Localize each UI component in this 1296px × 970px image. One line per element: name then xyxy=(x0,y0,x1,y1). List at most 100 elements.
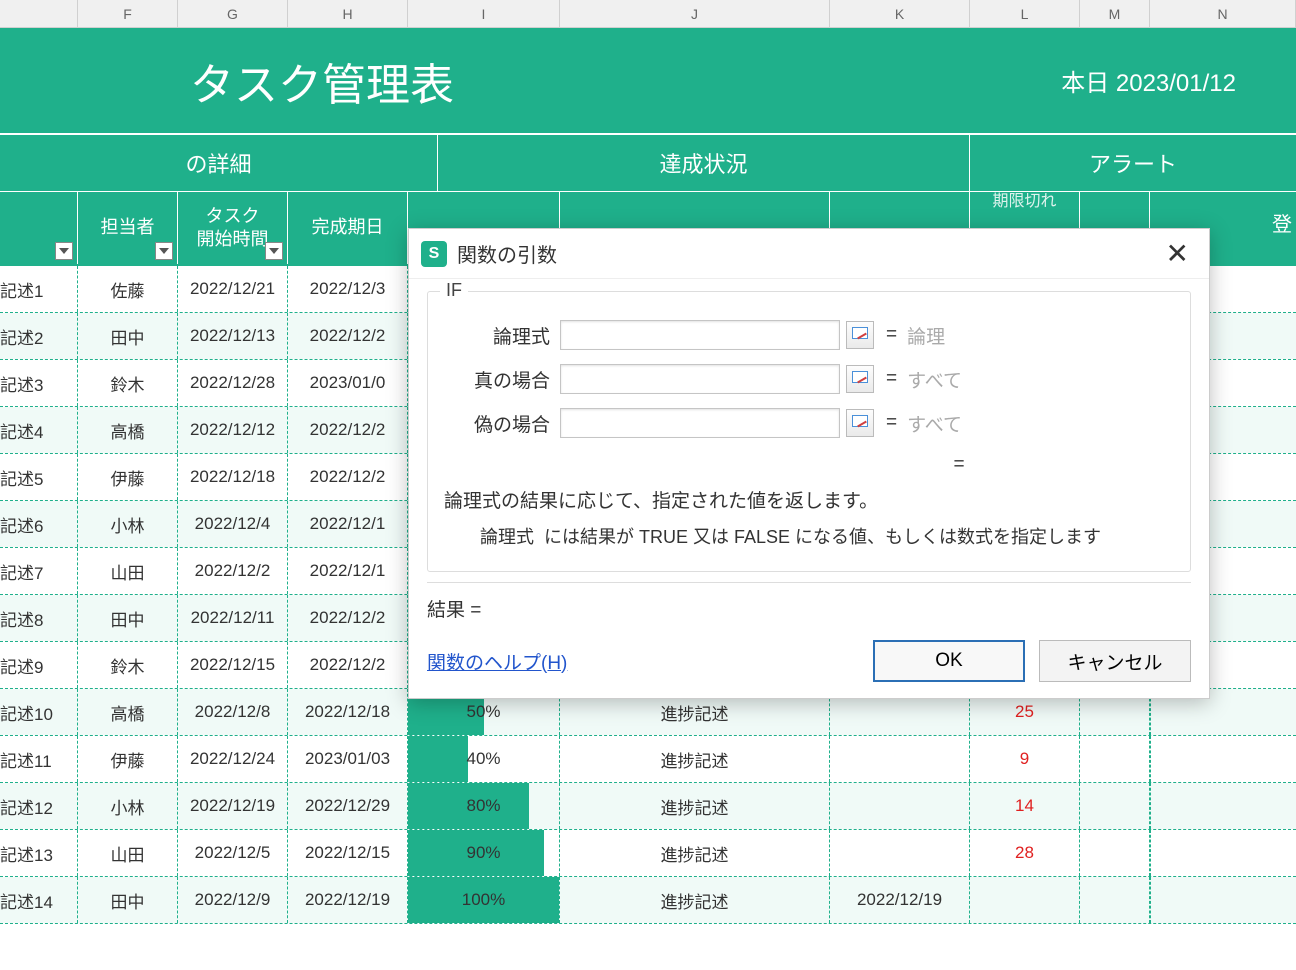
table-row[interactable]: 記述12小林2022/12/192022/12/2980%進捗記述14 xyxy=(0,783,1296,830)
cell-desc[interactable]: 記述14 xyxy=(0,877,78,923)
cell-start[interactable]: 2022/12/4 xyxy=(178,501,288,547)
cell-start[interactable]: 2022/12/13 xyxy=(178,313,288,359)
cell-progress[interactable]: 90% xyxy=(408,830,560,876)
col-header-edge[interactable] xyxy=(0,0,78,27)
cell-status-text[interactable]: 進捗記述 xyxy=(560,783,830,829)
col-header-J[interactable]: J xyxy=(560,0,830,27)
cell-assignee[interactable]: 小林 xyxy=(78,783,178,829)
cell-start[interactable]: 2022/12/28 xyxy=(178,360,288,406)
cell-due[interactable]: 2022/12/29 xyxy=(288,783,408,829)
cell-n[interactable] xyxy=(1150,736,1296,782)
cell-desc[interactable]: 記述13 xyxy=(0,830,78,876)
table-row[interactable]: 記述14田中2022/12/92022/12/19100%進捗記述2022/12… xyxy=(0,877,1296,924)
range-select-icon[interactable] xyxy=(846,365,874,393)
cell-assignee[interactable]: 佐藤 xyxy=(78,266,178,312)
cell-assignee[interactable]: 伊藤 xyxy=(78,454,178,500)
cell-n[interactable] xyxy=(1150,830,1296,876)
col-header-M[interactable]: M xyxy=(1080,0,1150,27)
cell-assignee[interactable]: 田中 xyxy=(78,313,178,359)
cell-complete-date[interactable]: 2022/12/19 xyxy=(830,877,970,923)
filter-icon[interactable] xyxy=(155,242,173,260)
cell-n[interactable] xyxy=(1150,783,1296,829)
help-link[interactable]: 関数のヘルプ(H) xyxy=(427,648,567,675)
cell-start[interactable]: 2022/12/15 xyxy=(178,642,288,688)
cell-progress[interactable]: 40% xyxy=(408,736,560,782)
cell-n[interactable] xyxy=(1150,877,1296,923)
cell-m[interactable] xyxy=(1080,736,1150,782)
cell-start[interactable]: 2022/12/11 xyxy=(178,595,288,641)
cell-due[interactable]: 2022/12/2 xyxy=(288,407,408,453)
cell-assignee[interactable]: 小林 xyxy=(78,501,178,547)
cell-start[interactable]: 2022/12/8 xyxy=(178,689,288,735)
range-select-icon[interactable] xyxy=(846,409,874,437)
cell-status-text[interactable]: 進捗記述 xyxy=(560,830,830,876)
cell-due[interactable]: 2022/12/1 xyxy=(288,501,408,547)
cell-due[interactable]: 2022/12/2 xyxy=(288,454,408,500)
cancel-button[interactable]: キャンセル xyxy=(1039,640,1191,682)
cell-alert[interactable] xyxy=(970,877,1080,923)
cell-desc[interactable]: 記述5 xyxy=(0,454,78,500)
cell-desc[interactable]: 記述12 xyxy=(0,783,78,829)
col-header-N[interactable]: N xyxy=(1150,0,1296,27)
cell-desc[interactable]: 記述4 xyxy=(0,407,78,453)
cell-assignee[interactable]: 田中 xyxy=(78,595,178,641)
cell-m[interactable] xyxy=(1080,830,1150,876)
cell-alert[interactable]: 9 xyxy=(970,736,1080,782)
close-icon[interactable]: ✕ xyxy=(1158,237,1197,270)
col-header-H[interactable]: H xyxy=(288,0,408,27)
cell-start[interactable]: 2022/12/9 xyxy=(178,877,288,923)
cell-desc[interactable]: 記述11 xyxy=(0,736,78,782)
cell-due[interactable]: 2022/12/2 xyxy=(288,595,408,641)
cell-start[interactable]: 2022/12/12 xyxy=(178,407,288,453)
ok-button[interactable]: OK xyxy=(873,640,1025,682)
cell-desc[interactable]: 記述9 xyxy=(0,642,78,688)
cell-status-text[interactable]: 進捗記述 xyxy=(560,736,830,782)
col-header-K[interactable]: K xyxy=(830,0,970,27)
cell-start[interactable]: 2022/12/24 xyxy=(178,736,288,782)
cell-desc[interactable]: 記述1 xyxy=(0,266,78,312)
cell-desc[interactable]: 記述3 xyxy=(0,360,78,406)
cell-due[interactable]: 2022/12/19 xyxy=(288,877,408,923)
cell-due[interactable]: 2023/01/0 xyxy=(288,360,408,406)
cell-assignee[interactable]: 鈴木 xyxy=(78,642,178,688)
cell-complete-date[interactable] xyxy=(830,783,970,829)
cell-complete-date[interactable] xyxy=(830,830,970,876)
cell-alert[interactable]: 14 xyxy=(970,783,1080,829)
col-header-I[interactable]: I xyxy=(408,0,560,27)
cell-alert[interactable]: 28 xyxy=(970,830,1080,876)
col-header-G[interactable]: G xyxy=(178,0,288,27)
cell-assignee[interactable]: 鈴木 xyxy=(78,360,178,406)
cell-desc[interactable]: 記述7 xyxy=(0,548,78,594)
cell-desc[interactable]: 記述2 xyxy=(0,313,78,359)
cell-due[interactable]: 2022/12/2 xyxy=(288,313,408,359)
cell-desc[interactable]: 記述6 xyxy=(0,501,78,547)
filter-icon[interactable] xyxy=(55,242,73,260)
cell-start[interactable]: 2022/12/19 xyxy=(178,783,288,829)
arg-input[interactable] xyxy=(560,364,840,394)
dialog-titlebar[interactable]: S 関数の引数 ✕ xyxy=(409,229,1209,279)
cell-due[interactable]: 2022/12/1 xyxy=(288,548,408,594)
cell-start[interactable]: 2022/12/18 xyxy=(178,454,288,500)
cell-assignee[interactable]: 伊藤 xyxy=(78,736,178,782)
range-select-icon[interactable] xyxy=(846,321,874,349)
cell-status-text[interactable]: 進捗記述 xyxy=(560,877,830,923)
cell-start[interactable]: 2022/12/5 xyxy=(178,830,288,876)
cell-due[interactable]: 2022/12/18 xyxy=(288,689,408,735)
cell-due[interactable]: 2022/12/2 xyxy=(288,642,408,688)
cell-assignee[interactable]: 田中 xyxy=(78,877,178,923)
arg-input[interactable] xyxy=(560,320,840,350)
cell-m[interactable] xyxy=(1080,783,1150,829)
cell-start[interactable]: 2022/12/21 xyxy=(178,266,288,312)
filter-icon[interactable] xyxy=(265,242,283,260)
cell-desc[interactable]: 記述10 xyxy=(0,689,78,735)
cell-due[interactable]: 2022/12/3 xyxy=(288,266,408,312)
cell-start[interactable]: 2022/12/2 xyxy=(178,548,288,594)
arg-input[interactable] xyxy=(560,408,840,438)
cell-m[interactable] xyxy=(1080,877,1150,923)
cell-due[interactable]: 2022/12/15 xyxy=(288,830,408,876)
cell-assignee[interactable]: 高橋 xyxy=(78,407,178,453)
cell-assignee[interactable]: 山田 xyxy=(78,830,178,876)
table-row[interactable]: 記述11伊藤2022/12/242023/01/0340%進捗記述 9 xyxy=(0,736,1296,783)
cell-desc[interactable]: 記述8 xyxy=(0,595,78,641)
cell-due[interactable]: 2023/01/03 xyxy=(288,736,408,782)
